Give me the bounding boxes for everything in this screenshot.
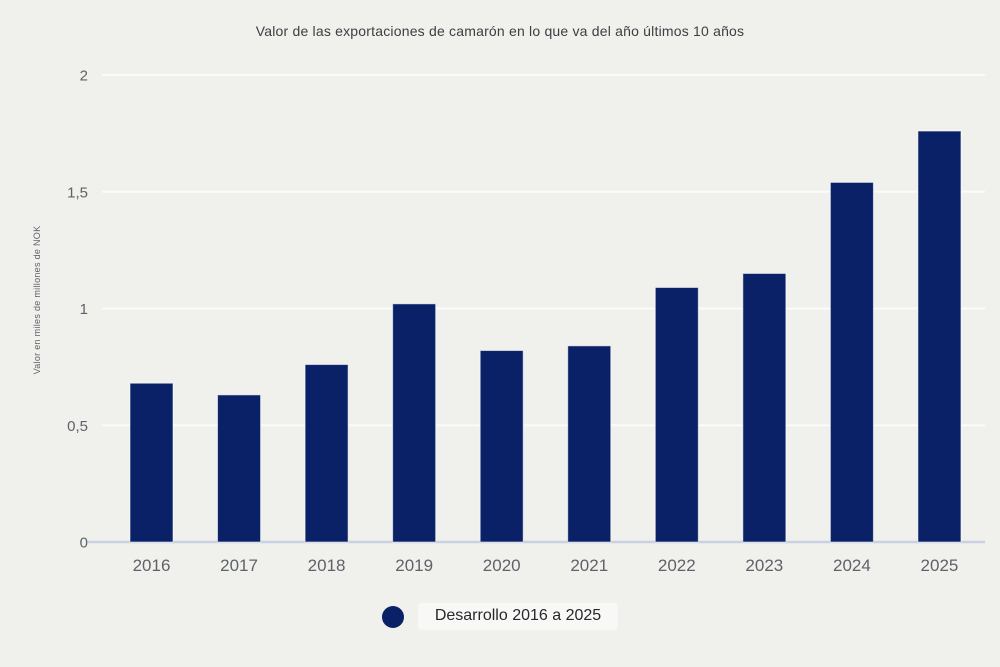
x-tick-label-2022: 2022 bbox=[658, 556, 696, 575]
x-tick-label-2018: 2018 bbox=[308, 556, 346, 575]
y-tick-label-0: 0 bbox=[80, 535, 88, 552]
x-tick-label-2017: 2017 bbox=[220, 556, 258, 575]
y-tick-label-1,5: 1,5 bbox=[67, 184, 88, 201]
bar-2022[interactable] bbox=[654, 286, 699, 543]
x-tick-label-2024: 2024 bbox=[833, 556, 871, 575]
y-tick-label-2: 2 bbox=[80, 68, 88, 85]
y-tick-label-1: 1 bbox=[80, 301, 88, 318]
x-tick-label-2016: 2016 bbox=[133, 556, 171, 575]
bar-2021[interactable] bbox=[567, 345, 612, 543]
x-tick-label-2023: 2023 bbox=[745, 556, 783, 575]
bar-2016[interactable] bbox=[129, 382, 174, 543]
bar-2023[interactable] bbox=[742, 272, 787, 543]
bar-2025[interactable] bbox=[917, 130, 962, 543]
bar-2024[interactable] bbox=[829, 181, 874, 543]
y-tick-label-0,5: 0,5 bbox=[67, 418, 88, 435]
x-tick-label-2019: 2019 bbox=[395, 556, 433, 575]
legend[interactable]: Desarrollo 2016 a 2025 bbox=[0, 603, 1000, 630]
bar-2017[interactable] bbox=[217, 394, 262, 543]
legend-marker-icon bbox=[381, 605, 404, 628]
x-tick-label-2025: 2025 bbox=[921, 556, 959, 575]
bar-2018[interactable] bbox=[304, 364, 349, 543]
x-tick-label-2020: 2020 bbox=[483, 556, 521, 575]
bar-2019[interactable] bbox=[392, 303, 437, 543]
chart-title: Valor de las exportaciones de camarón en… bbox=[255, 23, 745, 39]
bar-2020[interactable] bbox=[479, 350, 524, 543]
legend-label: Desarrollo 2016 a 2025 bbox=[417, 603, 619, 630]
x-tick-label-2021: 2021 bbox=[570, 556, 608, 575]
